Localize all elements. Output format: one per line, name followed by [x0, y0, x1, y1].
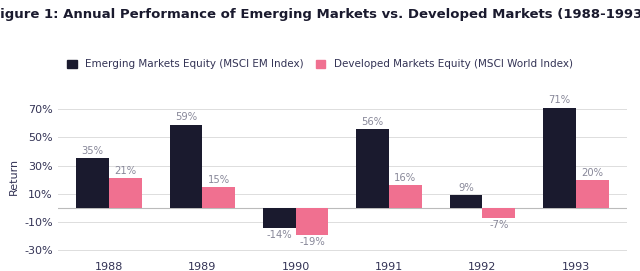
Text: -19%: -19% [299, 237, 325, 247]
Text: 21%: 21% [114, 166, 136, 176]
Text: 56%: 56% [362, 117, 384, 127]
Bar [263, 208, 296, 228]
Text: 35%: 35% [82, 146, 104, 156]
Bar [109, 178, 141, 208]
Bar [356, 129, 389, 208]
Text: 59%: 59% [175, 112, 197, 122]
Text: 9%: 9% [458, 183, 474, 193]
Bar [202, 187, 235, 208]
Bar [576, 180, 609, 208]
Y-axis label: Return: Return [8, 158, 19, 195]
Text: Figure 1: Annual Performance of Emerging Markets vs. Developed Markets (1988-199: Figure 1: Annual Performance of Emerging… [0, 8, 640, 21]
Text: 16%: 16% [394, 173, 417, 183]
Bar [296, 208, 328, 235]
Text: -7%: -7% [489, 220, 509, 230]
Bar [483, 208, 515, 218]
Bar [170, 125, 202, 208]
Bar [450, 195, 483, 208]
Text: 20%: 20% [581, 167, 603, 178]
Text: -14%: -14% [266, 230, 292, 240]
Text: 15%: 15% [207, 175, 230, 185]
Bar [389, 185, 422, 208]
Bar [76, 159, 109, 208]
Text: 71%: 71% [548, 95, 571, 105]
Bar [543, 108, 576, 208]
Legend: Emerging Markets Equity (MSCI EM Index), Developed Markets Equity (MSCI World In: Emerging Markets Equity (MSCI EM Index),… [67, 59, 573, 69]
